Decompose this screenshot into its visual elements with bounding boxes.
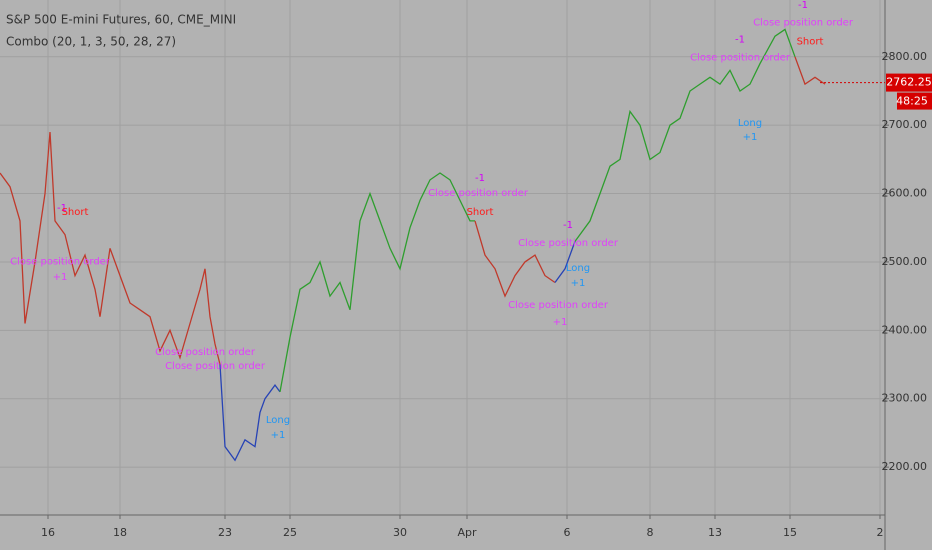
signal-label: -1 bbox=[563, 220, 573, 231]
signal-label: Long bbox=[566, 263, 590, 274]
grid bbox=[0, 0, 885, 515]
signal-label: Close position order bbox=[165, 361, 266, 372]
signal-label: -1 bbox=[798, 0, 808, 11]
y-tick-label: 2700.00 bbox=[882, 118, 928, 131]
x-tick-label: 2 bbox=[877, 526, 884, 539]
countdown-label: 48:25 bbox=[896, 95, 928, 108]
x-tick-label: 18 bbox=[113, 526, 127, 539]
y-tick-label: 2600.00 bbox=[882, 187, 928, 200]
x-tick-label: 6 bbox=[564, 526, 571, 539]
signal-label: -1 bbox=[735, 35, 745, 46]
signal-label: +1 bbox=[271, 430, 286, 441]
price-line bbox=[474, 220, 556, 298]
y-tick-label: 2500.00 bbox=[882, 255, 928, 268]
x-tick-label: 30 bbox=[393, 526, 407, 539]
price-line bbox=[554, 241, 576, 283]
signal-label: -1 bbox=[57, 203, 67, 214]
x-tick-label: 23 bbox=[218, 526, 232, 539]
x-tick-label: 15 bbox=[783, 526, 797, 539]
price-line bbox=[279, 172, 475, 393]
signal-label: Short bbox=[62, 207, 89, 218]
signal-label: Short bbox=[797, 37, 824, 48]
chart-subtitle: Combo (20, 1, 3, 50, 28, 27) bbox=[6, 35, 176, 49]
signal-label: Close position order bbox=[155, 347, 256, 358]
signal-label: Close position order bbox=[10, 256, 111, 267]
signal-label: Close position order bbox=[753, 18, 854, 29]
x-tick-label: 16 bbox=[41, 526, 55, 539]
y-tick-label: 2300.00 bbox=[882, 392, 928, 405]
x-tick-label: 25 bbox=[283, 526, 297, 539]
price-line bbox=[794, 56, 826, 86]
x-tick-label: 13 bbox=[708, 526, 722, 539]
x-tick-label: 8 bbox=[647, 526, 654, 539]
signal-label: Close position order bbox=[518, 238, 619, 249]
price-line bbox=[0, 131, 221, 365]
chart-title: S&P 500 E-mini Futures, 60, CME_MINI bbox=[6, 13, 236, 27]
signal-label: Close position order bbox=[690, 52, 791, 63]
signal-label: +1 bbox=[553, 317, 568, 328]
y-tick-label: 2200.00 bbox=[882, 460, 928, 473]
signal-label: Long bbox=[266, 415, 290, 426]
y-tick-label: 2400.00 bbox=[882, 323, 928, 336]
signal-label: -1 bbox=[475, 173, 485, 184]
price-line bbox=[574, 28, 796, 242]
signal-label: +1 bbox=[743, 132, 758, 143]
signal-label: Close position order bbox=[508, 300, 609, 311]
signal-label: +1 bbox=[571, 278, 586, 289]
signal-label: Short bbox=[467, 207, 494, 218]
x-tick-label: Apr bbox=[457, 526, 477, 539]
signal-label: Long bbox=[738, 118, 762, 129]
last-price-badge bbox=[886, 73, 932, 92]
signal-label: +1 bbox=[53, 272, 68, 283]
countdown-badge bbox=[897, 92, 932, 110]
last-price-label: 2762.25 bbox=[886, 76, 932, 89]
price-line bbox=[219, 364, 281, 462]
signal-label: Close position order bbox=[428, 188, 529, 199]
y-tick-label: 2800.00 bbox=[882, 50, 928, 63]
